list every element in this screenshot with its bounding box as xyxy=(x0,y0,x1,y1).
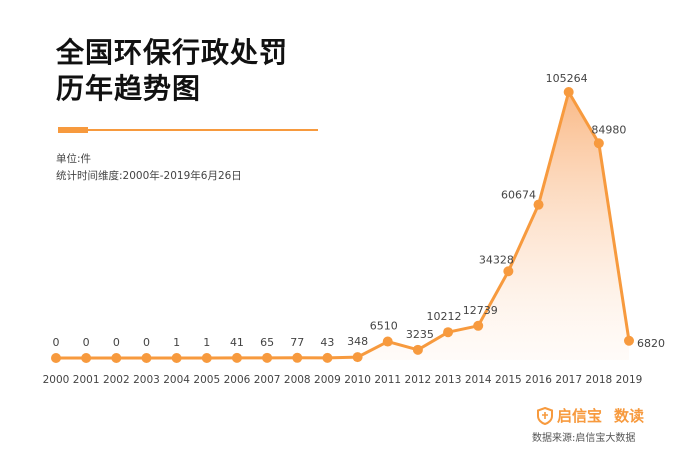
x-tick-label: 2003 xyxy=(133,374,160,386)
data-point xyxy=(473,320,484,331)
data-point xyxy=(111,353,122,363)
x-tick-label: 2009 xyxy=(314,374,341,386)
data-point xyxy=(231,352,242,363)
value-label: 65 xyxy=(260,336,274,349)
data-point xyxy=(141,353,152,363)
x-tick-label: 2004 xyxy=(163,374,190,386)
value-label: 43 xyxy=(320,336,334,349)
x-tick-label: 2012 xyxy=(405,374,432,386)
value-label: 348 xyxy=(347,335,368,348)
x-tick-label: 2019 xyxy=(616,374,643,386)
x-tick-label: 2000 xyxy=(43,374,70,386)
brand-sub: 数读 xyxy=(614,407,645,425)
value-label: 3235 xyxy=(406,328,434,341)
chart-title-line-2: 历年趋势图 xyxy=(56,72,202,105)
data-point xyxy=(443,327,454,338)
x-tick-label: 2001 xyxy=(73,374,100,386)
chart-title-line-1: 全国环保行政处罚 xyxy=(56,36,289,69)
x-tick-label: 2016 xyxy=(525,374,552,386)
data-point xyxy=(322,352,333,363)
title-underline xyxy=(88,129,318,131)
title-accent-bar xyxy=(58,127,88,133)
value-label: 0 xyxy=(143,336,150,349)
data-point xyxy=(563,87,574,97)
unit-label: 单位:件 xyxy=(56,153,92,165)
value-label: 0 xyxy=(113,336,120,349)
shield-icon xyxy=(537,406,553,425)
data-point xyxy=(503,266,514,277)
x-tick-label: 2014 xyxy=(465,374,492,386)
value-label: 12739 xyxy=(463,304,498,317)
brand-name: 启信宝 xyxy=(557,407,603,425)
x-tick-label: 2013 xyxy=(435,374,462,386)
value-label: 1 xyxy=(203,336,210,349)
data-point xyxy=(51,353,61,363)
data-point xyxy=(593,138,604,149)
data-point xyxy=(262,352,273,363)
x-tick-label: 2002 xyxy=(103,374,130,386)
x-tick-label: 2018 xyxy=(585,374,612,386)
data-point xyxy=(412,344,423,355)
x-tick-label: 2007 xyxy=(254,374,281,386)
data-point xyxy=(624,335,634,346)
data-point xyxy=(382,336,393,347)
x-tick-label: 2006 xyxy=(224,374,251,386)
value-label: 60674 xyxy=(501,189,536,202)
value-label: 105264 xyxy=(546,72,588,85)
data-source: 数据来源:启信宝大数据 xyxy=(532,433,636,444)
value-label: 41 xyxy=(230,336,244,349)
value-label: 6510 xyxy=(370,320,398,333)
value-label: 84980 xyxy=(591,123,626,136)
x-tick-label: 2015 xyxy=(495,374,522,386)
x-tick-label: 2010 xyxy=(344,374,371,386)
data-point xyxy=(292,352,303,363)
x-tick-label: 2017 xyxy=(555,374,582,386)
data-point xyxy=(81,353,92,363)
x-tick-label: 2008 xyxy=(284,374,311,386)
series-line xyxy=(56,90,631,360)
data-point xyxy=(201,352,212,363)
value-label: 0 xyxy=(83,336,90,349)
area-fill xyxy=(56,92,629,360)
value-label: 6820 xyxy=(637,337,665,350)
data-point xyxy=(171,352,182,363)
time-range-label: 统计时间维度:2000年-2019年6月26日 xyxy=(56,170,242,182)
data-point xyxy=(352,352,363,363)
data-point xyxy=(533,199,544,210)
x-tick-label: 2011 xyxy=(374,374,401,386)
brand-logo: 启信宝 数读 xyxy=(537,405,644,426)
value-label: 10212 xyxy=(427,310,462,323)
value-label: 0 xyxy=(53,336,60,349)
value-label: 77 xyxy=(290,336,304,349)
x-tick-label: 2005 xyxy=(193,374,220,386)
value-label: 34328 xyxy=(479,253,514,266)
value-label: 1 xyxy=(173,336,180,349)
